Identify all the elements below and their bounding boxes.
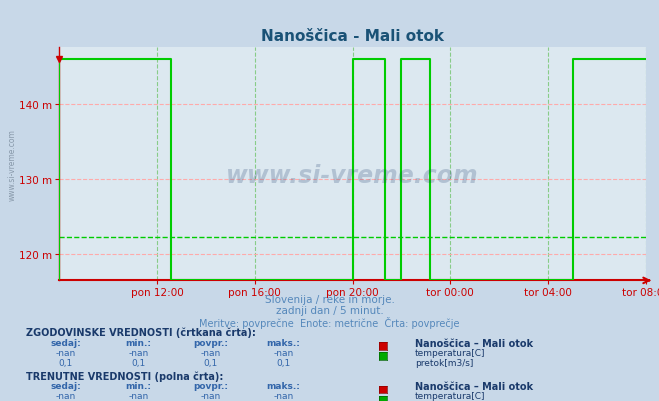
Text: -nan: -nan — [56, 348, 76, 357]
Text: povpr.:: povpr.: — [193, 381, 229, 390]
Text: 0,1: 0,1 — [204, 358, 218, 367]
Text: 0,1: 0,1 — [276, 358, 291, 367]
Text: min.:: min.: — [125, 381, 152, 390]
Text: maks.:: maks.: — [266, 338, 301, 347]
Text: temperatura[C]: temperatura[C] — [415, 391, 486, 400]
Title: Nanoščica - Mali otok: Nanoščica - Mali otok — [261, 29, 444, 44]
Text: www.si-vreme.com: www.si-vreme.com — [7, 129, 16, 200]
Text: -nan: -nan — [56, 391, 76, 400]
Text: TRENUTNE VREDNOSTI (polna črta):: TRENUTNE VREDNOSTI (polna črta): — [26, 370, 224, 381]
Text: pretok[m3/s]: pretok[m3/s] — [415, 358, 474, 367]
Text: 0,1: 0,1 — [131, 358, 146, 367]
Text: -nan: -nan — [201, 348, 221, 357]
Text: ZGODOVINSKE VREDNOSTI (črtkana črta):: ZGODOVINSKE VREDNOSTI (črtkana črta): — [26, 327, 256, 337]
Text: -nan: -nan — [273, 348, 293, 357]
Text: sedaj:: sedaj: — [51, 381, 81, 390]
Text: -nan: -nan — [129, 391, 148, 400]
Text: -nan: -nan — [129, 348, 148, 357]
Text: sedaj:: sedaj: — [51, 338, 81, 347]
Text: povpr.:: povpr.: — [193, 338, 229, 347]
Text: Nanoščica – Mali otok: Nanoščica – Mali otok — [415, 381, 533, 391]
Text: temperatura[C]: temperatura[C] — [415, 348, 486, 357]
Text: Meritve: povprečne  Enote: metrične  Črta: povprečje: Meritve: povprečne Enote: metrične Črta:… — [199, 316, 460, 328]
Text: Nanoščica – Mali otok: Nanoščica – Mali otok — [415, 338, 533, 348]
Text: -nan: -nan — [273, 391, 293, 400]
Text: Slovenija / reke in morje.: Slovenija / reke in morje. — [264, 295, 395, 305]
Text: 0,1: 0,1 — [59, 358, 73, 367]
Text: www.si-vreme.com: www.si-vreme.com — [226, 164, 479, 188]
Text: min.:: min.: — [125, 338, 152, 347]
Text: maks.:: maks.: — [266, 381, 301, 390]
Text: zadnji dan / 5 minut.: zadnji dan / 5 minut. — [275, 306, 384, 316]
Text: -nan: -nan — [201, 391, 221, 400]
